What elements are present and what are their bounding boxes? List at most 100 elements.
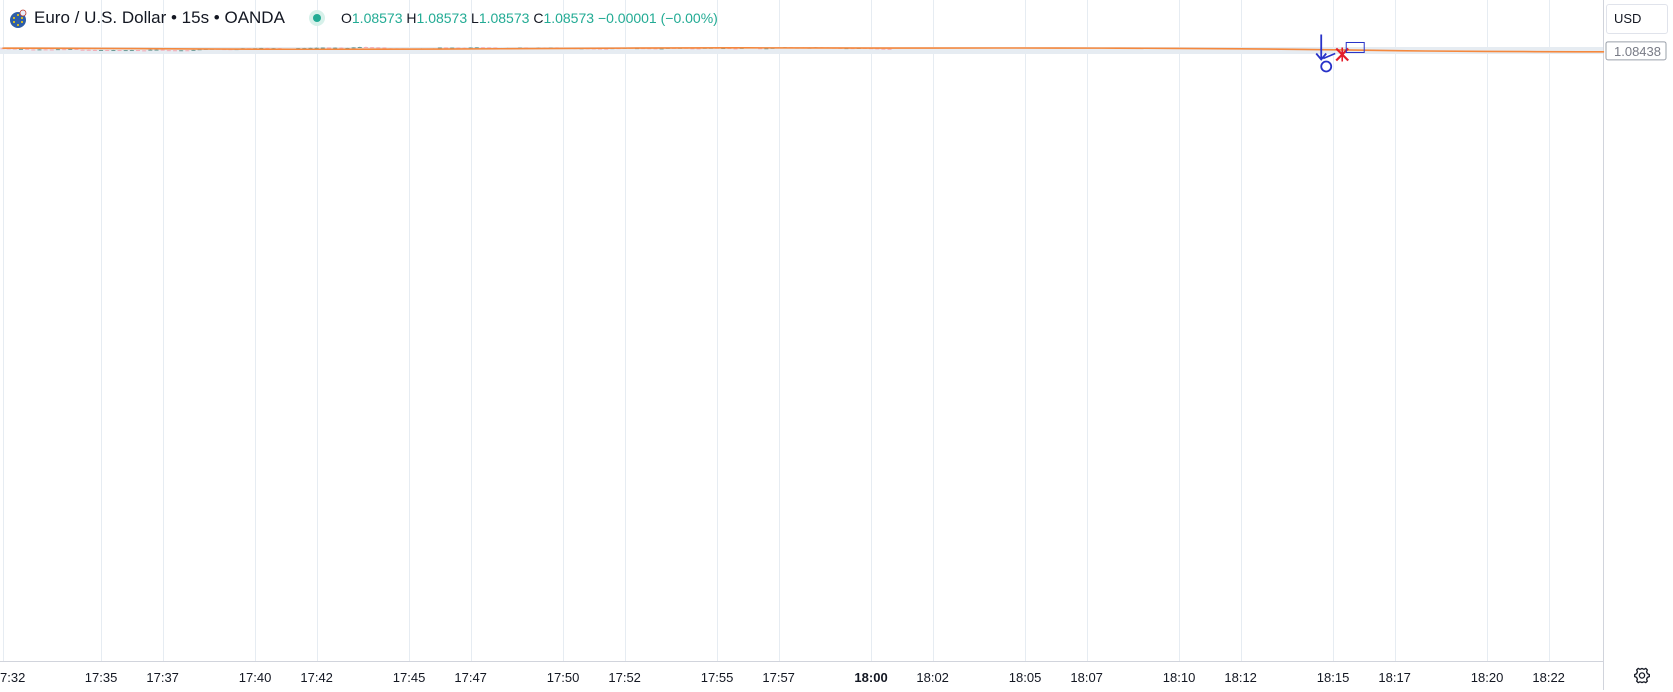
candle [117,49,122,52]
candle-body [474,47,479,49]
candle-body [314,47,319,49]
ohlc-legend: O1.08573 H1.08573 L1.08573 C1.08573 −0.0… [341,10,718,26]
candle [80,49,85,51]
open-value: 1.08573 [351,10,403,26]
eu-flag-icon [8,9,28,29]
candle-body [123,50,128,52]
candle [370,47,375,49]
candle-body [129,50,134,52]
candle [129,49,134,52]
moving-average-line [2,47,1605,53]
candle [99,49,104,51]
x-tick-label: 18:05 [1009,670,1042,685]
x-tick-label: 7:32 [0,670,25,685]
candle-body [179,50,184,52]
candle [382,47,387,49]
candle-body [62,49,67,51]
candle [326,47,331,49]
low-value: 1.08573 [478,10,530,26]
settings-gear-icon[interactable] [1630,665,1654,687]
candle [450,47,455,49]
candle-body [136,50,141,52]
candle-body [105,49,110,51]
candle [49,49,54,51]
x-tick-label: 18:22 [1532,670,1565,685]
last-price-value: 1.08438 [1614,44,1661,59]
x-tick-label: 17:47 [454,670,487,685]
candle [105,49,110,51]
candle [887,48,892,50]
time-axis: 7:32 17:35 17:37 17:40 17:42 17:45 17:47 17:50 1… [0,670,1565,685]
market-status-icon[interactable] [309,10,325,26]
candle [55,49,60,51]
candle-body [154,49,159,51]
candle [468,47,473,49]
candle-body [117,50,122,52]
currency-button[interactable]: USD [1606,4,1668,34]
x-tick-label: 18:12 [1224,670,1257,685]
x-tick-label: 18:10 [1163,670,1196,685]
change-value: −0.00001 (−0.00%) [597,10,718,26]
last-price-box [1605,41,1667,61]
candle [154,49,159,51]
last-price-label: 1.08438 [1605,41,1667,61]
candle-body [351,47,356,49]
candle-body [172,50,177,52]
candle-body [111,50,116,52]
candle [351,47,356,49]
candle [363,46,368,48]
candle-body [43,49,48,51]
candle [333,47,338,49]
candle-body [191,49,196,51]
candle [308,47,313,49]
candle-body [376,47,381,49]
x-tick-label: 17:37 [146,670,179,685]
candle-body [49,49,54,51]
candle [142,50,147,52]
candle-body [444,47,449,49]
candle-body [696,48,701,50]
candle [320,47,325,49]
candle-body [92,49,97,51]
candle-body [487,47,492,49]
candle [86,49,91,51]
x-tick-label: 17:52 [608,670,641,685]
candle [148,49,153,51]
candle-body [357,47,362,48]
candle-body [326,47,331,49]
candle-body [99,49,104,51]
high-value: 1.08573 [416,10,468,26]
candle-body [659,48,664,50]
candle [31,49,36,51]
candle [474,47,479,49]
candle-body [18,48,23,50]
candle [456,47,461,49]
candle [191,49,196,51]
candle [166,50,171,52]
candle-body [142,50,147,52]
candle-body [733,48,738,50]
candle-body [690,48,695,50]
candle [123,49,128,52]
candle-body [80,49,85,51]
candle-body [758,48,763,50]
x-tick-label: 17:55 [701,670,734,685]
open-label: O [341,10,352,26]
candle-body [604,48,609,50]
low-label: L [471,10,479,26]
candle [43,49,48,51]
candle-body [31,49,36,51]
candle-body [887,48,892,50]
candle-body [456,47,461,49]
candle-body [55,49,60,51]
symbol-title[interactable]: Euro / U.S. Dollar • 15s • OANDA [34,8,285,27]
chart-grid [0,0,1603,661]
x-tick-label: 18:20 [1471,670,1504,685]
candle-body [881,48,886,50]
candle-body [333,47,338,49]
candle-body [437,47,442,49]
order-circle-marker-icon [1320,60,1333,73]
candle [357,46,362,48]
